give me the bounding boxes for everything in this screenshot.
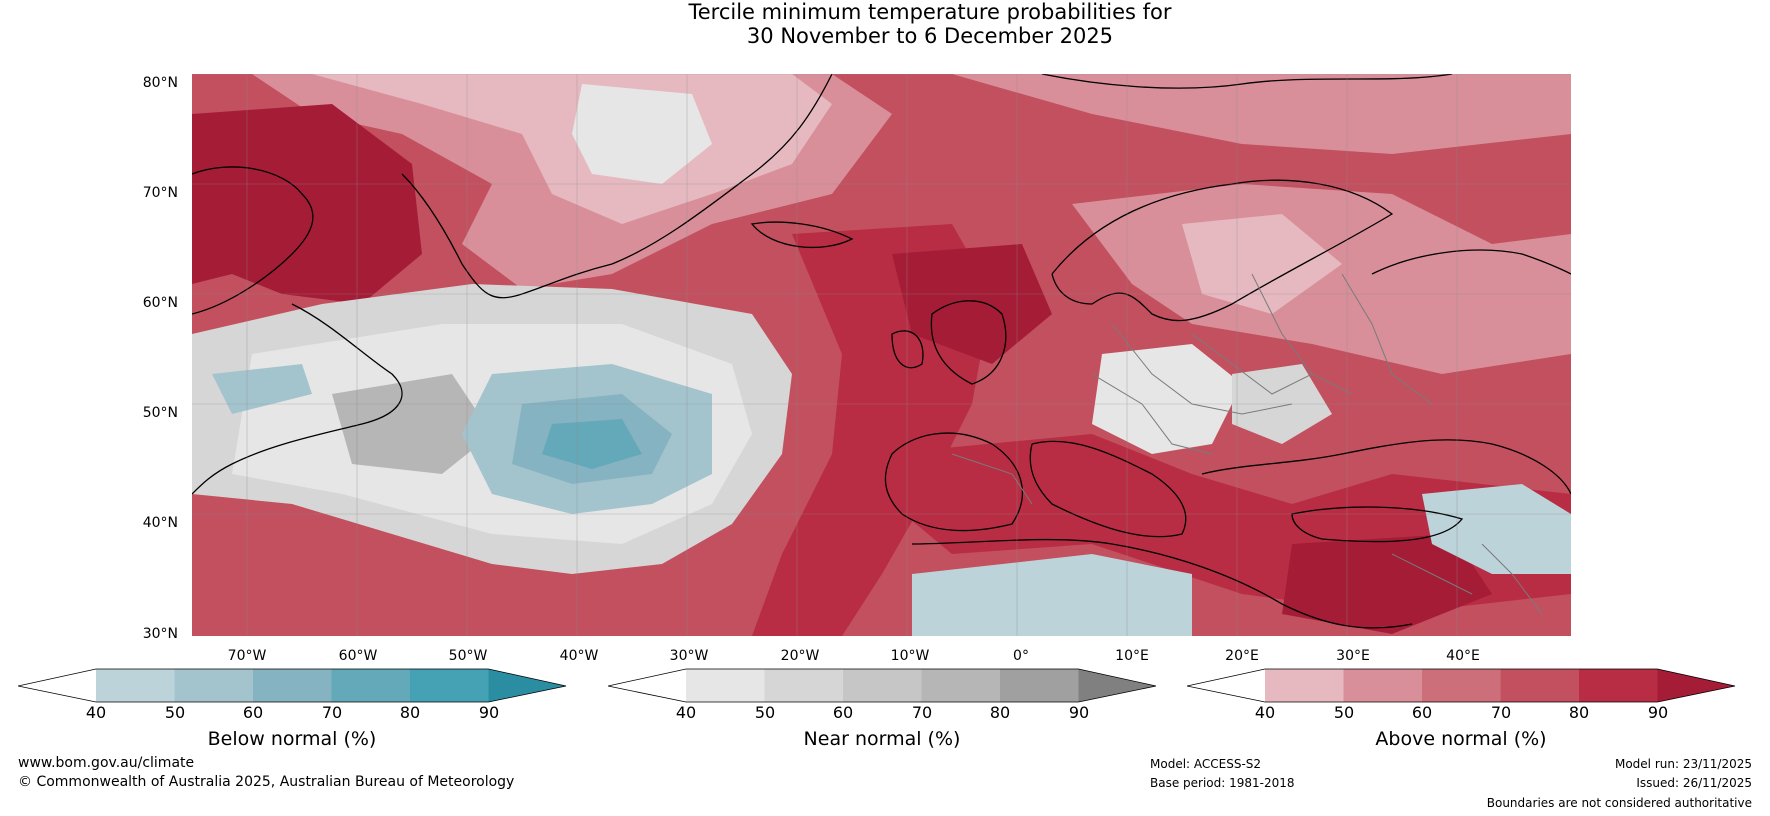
cbar-near-outline <box>608 668 1157 703</box>
lat-label-70n: 70°N <box>142 185 178 201</box>
cbar-near-seg-3 <box>843 669 922 702</box>
cbar-below-seg-6 <box>488 669 566 702</box>
lat-label-80n: 80°N <box>142 75 178 91</box>
lon-label-20e: 20°E <box>1225 648 1259 664</box>
cbar-below-seg-4 <box>331 669 410 702</box>
cbar-near-tick-50: 50 <box>754 703 776 722</box>
lat-label-50n: 50°N <box>142 405 178 421</box>
colorbar-near-normal <box>608 668 1157 703</box>
cbar-near-tick-40: 40 <box>675 703 697 722</box>
cbar-near-seg-2 <box>764 669 843 702</box>
lon-label-0: 0° <box>1013 648 1029 664</box>
colorbar-above-normal <box>1187 668 1736 703</box>
cbar-below-tick-50: 50 <box>164 703 186 722</box>
cbar-below-tick-60: 60 <box>242 703 264 722</box>
cbar-above-tick-80: 80 <box>1568 703 1590 722</box>
cbar-below-seg-3 <box>253 669 332 702</box>
issued-text: Issued: 26/11/2025 <box>1636 776 1752 790</box>
lon-label-30w: 30°W <box>669 648 709 664</box>
arctic-grey-patch <box>572 84 712 184</box>
lon-label-60w: 60°W <box>338 648 378 664</box>
lon-label-20w: 20°W <box>780 648 820 664</box>
base-period-text: Base period: 1981-2018 <box>1150 776 1295 790</box>
cbar-below-tick-40: 40 <box>85 703 107 722</box>
cbar-near-tick-90: 90 <box>1068 703 1090 722</box>
cbar-near-seg-6 <box>1078 669 1156 702</box>
greenland-west-dark <box>192 104 422 304</box>
cbar-near-label: Near normal (%) <box>803 728 961 750</box>
model-text: Model: ACCESS-S2 <box>1150 757 1262 771</box>
cbar-above-label: Above normal (%) <box>1375 728 1547 750</box>
copyright-text: © Commonwealth of Australia 2025, Austra… <box>18 774 515 790</box>
lon-label-40e: 40°E <box>1446 648 1480 664</box>
east-med-dark <box>1282 534 1492 634</box>
map-svg <box>192 74 1571 636</box>
cbar-above-seg-5 <box>1579 669 1658 702</box>
website-link[interactable]: www.bom.gov.au/climate <box>18 755 195 771</box>
below-normal-north-africa <box>912 554 1192 636</box>
cbar-below-seg-0 <box>18 669 96 702</box>
cbar-below-seg-5 <box>410 669 489 702</box>
cbar-below-tick-80: 80 <box>399 703 421 722</box>
cbar-above-outline <box>1187 668 1736 703</box>
cbar-above-seg-4 <box>1500 669 1579 702</box>
chart-title: Tercile minimum temperature probabilitie… <box>0 0 1770 48</box>
cbar-near-seg-4 <box>921 669 1000 702</box>
scandinavia-light <box>1182 214 1342 314</box>
lon-label-50w: 50°W <box>448 648 488 664</box>
arctic-pale-patch-east <box>952 74 1571 154</box>
title-line-1: Tercile minimum temperature probabilitie… <box>688 0 1172 24</box>
coastlines <box>192 74 1571 629</box>
cbar-above-seg-2 <box>1343 669 1422 702</box>
near-normal-grey-newfoundland <box>332 374 492 474</box>
lon-label-10w: 10°W <box>890 648 930 664</box>
cbar-above-tick-90: 90 <box>1647 703 1669 722</box>
cbar-near-tick-60: 60 <box>832 703 854 722</box>
cbar-near-seg-0 <box>608 669 686 702</box>
cbar-above-seg-3 <box>1422 669 1501 702</box>
cbar-below-label: Below normal (%) <box>207 728 377 750</box>
lon-label-40w: 40°W <box>559 648 599 664</box>
below-normal-turkey-east <box>1422 484 1571 574</box>
graticule <box>192 74 1571 636</box>
cbar-below-tick-90: 90 <box>478 703 500 722</box>
lon-label-70w: 70°W <box>227 648 267 664</box>
north-light-band <box>312 74 832 224</box>
lon-label-30e: 30°E <box>1336 648 1370 664</box>
cbar-below-outline <box>18 668 567 703</box>
cbar-below-seg-1 <box>96 669 175 702</box>
cbar-above-tick-50: 50 <box>1333 703 1355 722</box>
cbar-above-seg-1 <box>1265 669 1344 702</box>
lon-label-10e: 10°E <box>1115 648 1149 664</box>
cbar-near-tick-80: 80 <box>989 703 1011 722</box>
cbar-above-seg-6 <box>1657 669 1735 702</box>
cbar-above-tick-40: 40 <box>1254 703 1276 722</box>
title-line-2: 30 November to 6 December 2025 <box>746 24 1114 48</box>
cbar-above-tick-60: 60 <box>1411 703 1433 722</box>
cbar-near-tick-70: 70 <box>911 703 933 722</box>
near-normal-central-europe <box>1092 344 1242 454</box>
cbar-above-tick-70: 70 <box>1490 703 1512 722</box>
lat-label-60n: 60°N <box>142 295 178 311</box>
cbar-above-seg-0 <box>1187 669 1265 702</box>
lat-label-40n: 40°N <box>142 515 178 531</box>
cbar-near-seg-1 <box>686 669 765 702</box>
below-normal-atlantic-deep <box>542 419 642 469</box>
lat-label-30n: 30°N <box>142 626 178 642</box>
cbar-below-seg-2 <box>174 669 253 702</box>
disclaimer-text: Boundaries are not considered authoritat… <box>1486 796 1752 810</box>
below-normal-canada <box>212 364 312 414</box>
forecast-map <box>192 74 1571 636</box>
model-run-text: Model run: 23/11/2025 <box>1614 757 1752 771</box>
cbar-below-tick-70: 70 <box>321 703 343 722</box>
cbar-near-seg-5 <box>1000 669 1079 702</box>
colorbar-below-normal <box>18 668 567 703</box>
